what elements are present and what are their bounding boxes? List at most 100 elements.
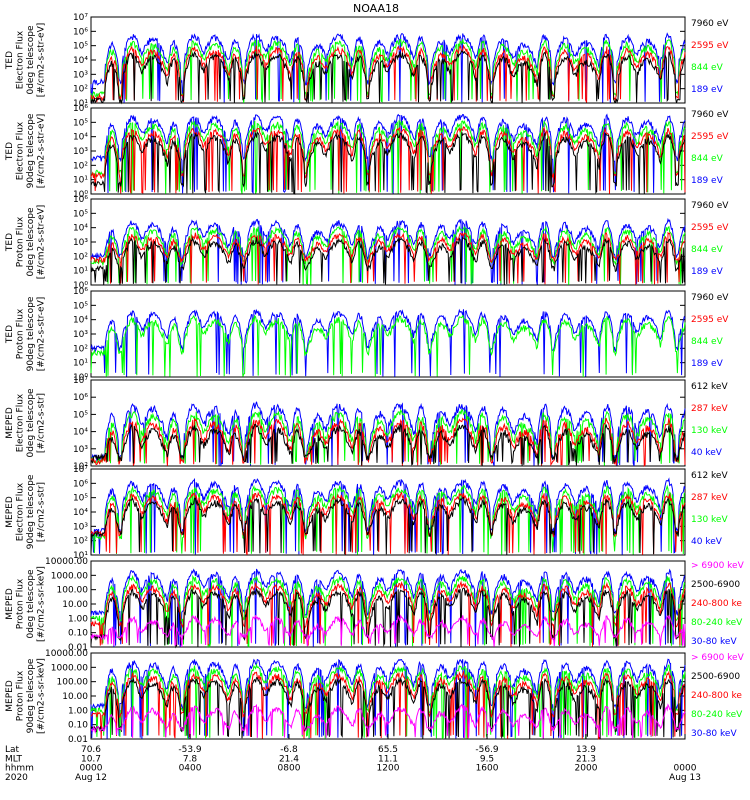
series-line-189-ev	[90, 217, 686, 285]
legend-entry: 2595 eV	[691, 315, 729, 325]
y-axis-label: MEPED	[5, 680, 15, 712]
series-line-2500-6900	[90, 587, 686, 649]
y-tick-label: 0.10	[68, 721, 88, 731]
legend-entry: 240-800 ke	[691, 691, 742, 701]
x-tick-label: 70.6	[81, 745, 101, 755]
legend-entry: 2595 eV	[691, 223, 729, 233]
legend-entry: 80-240 keV	[691, 618, 743, 628]
x-tick-label: 9.5	[480, 754, 494, 764]
x-tick-label: 13.9	[576, 745, 596, 755]
y-tick-label: 10¹	[73, 267, 88, 277]
panel-meped-electron-0deg: 10² 10³ 10⁴ 10⁵ 10⁶ 10⁷ MEPED Electron Flux 0deg…	[5, 376, 728, 472]
series-line-844-ev	[90, 225, 686, 285]
y-axis-label: TED	[5, 51, 15, 70]
y-tick-label: 1000.00	[51, 663, 88, 673]
panel-frame	[90, 379, 686, 467]
y-tick-label: 10⁴	[73, 133, 88, 143]
panel-meped-proton-0deg: 0.01 0.10 1.00 10.00 100.00 1000.00 10000.00 ME…	[5, 557, 745, 653]
y-axis-label: TED	[5, 325, 15, 344]
x-row-label: MLT	[5, 754, 23, 764]
x-tick-label: 10.7	[81, 754, 101, 764]
series-line-7960-ev	[90, 236, 686, 286]
legend-entry: 40 keV	[691, 537, 723, 547]
series-line-240-800-ke	[90, 670, 686, 740]
y-tick-label: 0.01	[68, 735, 88, 745]
legend-entry: 2595 eV	[691, 41, 729, 51]
legend-entry: 80-240 keV	[691, 710, 743, 720]
series-line-287-kev	[90, 417, 686, 468]
legend-entry: 2500-6900	[691, 580, 740, 590]
y-axis-label: Proton Flux	[16, 216, 26, 267]
y-tick-label: 10⁰	[73, 190, 88, 200]
series-line-2595-ev	[90, 126, 686, 194]
y-axis-label: TED	[5, 142, 15, 161]
y-tick-label: 10²	[73, 462, 88, 472]
y-axis-label: [#/cm2-s-str]	[37, 482, 47, 542]
x-tick-label: Aug 12	[75, 773, 107, 783]
legend-entry: 844 eV	[691, 245, 724, 255]
y-axis-label: Proton Flux	[16, 308, 26, 359]
y-tick-label: 10³	[73, 330, 88, 340]
legend-entry: > 6900 keV	[691, 561, 745, 571]
y-tick-label: 10³	[73, 522, 88, 532]
series-line-130-kev	[90, 408, 686, 466]
y-tick-label: 10³	[73, 445, 88, 455]
y-tick-label: 10⁵	[73, 118, 88, 128]
y-axis-label: Proton Flux	[16, 578, 26, 629]
y-axis-label: 90deg telescope	[26, 658, 36, 733]
series-line-240-800-ke	[90, 580, 686, 647]
y-axis-label: [#/cm2-s-sr-keV]	[37, 566, 47, 642]
y-tick-label: 10³	[73, 147, 88, 157]
y-tick-label: 10²	[73, 537, 88, 547]
series-line-2595-ev	[90, 231, 686, 285]
y-tick-label: 10⁶	[73, 479, 88, 489]
y-tick-label: 10²	[73, 161, 88, 171]
x-tick-label: 0000	[80, 764, 103, 774]
legend-entry: 130 keV	[691, 515, 728, 525]
y-tick-label: 0.10	[68, 629, 88, 639]
y-tick-label: 10⁰	[73, 281, 88, 291]
series-line--6900-kev	[90, 614, 686, 648]
x-tick-label: 65.5	[378, 745, 398, 755]
y-tick-label: 10.00	[62, 692, 88, 702]
y-axis-label: 0deg telescope	[26, 207, 36, 277]
series-line-287-kev	[90, 491, 686, 556]
y-axis-label: Electron Flux	[16, 393, 26, 452]
y-tick-label: 10⁵	[73, 42, 88, 52]
y-tick-label: 10⁵	[73, 410, 88, 420]
legend-entry: 7960 eV	[691, 110, 729, 120]
y-tick-label: 10⁴	[73, 56, 88, 66]
y-tick-label: 10⁶	[73, 104, 88, 114]
y-tick-label: 10000.00	[45, 649, 88, 659]
y-tick-label: 10⁶	[73, 393, 88, 403]
y-tick-label: 1000.00	[51, 571, 88, 581]
y-tick-label: 10000.00	[45, 557, 88, 567]
x-tick-label: 21.4	[279, 754, 299, 764]
legend-entry: 30-80 keV	[691, 637, 737, 647]
legend-entry: 612 keV	[691, 382, 728, 392]
y-tick-label: 10⁴	[73, 224, 88, 234]
legend-entry: 7960 eV	[691, 293, 729, 303]
x-tick-label: -53.9	[178, 745, 202, 755]
panel-meped-proton-90deg: 0.01 0.10 1.00 10.00 100.00 1000.00 10000.00 ME…	[5, 649, 745, 745]
series-line-40-kev	[90, 401, 686, 467]
y-tick-label: 10⁴	[73, 508, 88, 518]
y-axis-label: MEPED	[5, 407, 15, 439]
panel-ted-electron-90deg: 10⁰ 10¹ 10² 10³ 10⁴ 10⁵ 10⁶ TED Electron Flux 90d…	[5, 104, 729, 200]
x-tick-label: -56.9	[475, 745, 499, 755]
panel-meped-electron-90deg: 10¹ 10² 10³ 10⁴ 10⁵ 10⁶ 10⁷ MEPED Electron Flux 9…	[5, 465, 728, 561]
y-axis-label: Proton Flux	[16, 670, 26, 721]
x-tick-label: 0000	[674, 764, 697, 774]
y-axis-label: Electron Flux	[16, 482, 26, 541]
series-line-844-ev	[90, 314, 686, 378]
y-tick-label: 10²	[73, 252, 88, 262]
y-tick-label: 1.00	[68, 706, 88, 716]
x-tick-label: 0400	[179, 764, 202, 774]
series-line-2500-6900	[90, 676, 686, 739]
chart-title: NOAA18	[353, 2, 399, 15]
series-line-612-kev	[90, 422, 686, 466]
y-axis-label: 0deg telescope	[26, 25, 36, 95]
y-axis-label: [#/cm2-s-sr-keV]	[37, 658, 47, 734]
legend-entry: 130 keV	[691, 426, 728, 436]
